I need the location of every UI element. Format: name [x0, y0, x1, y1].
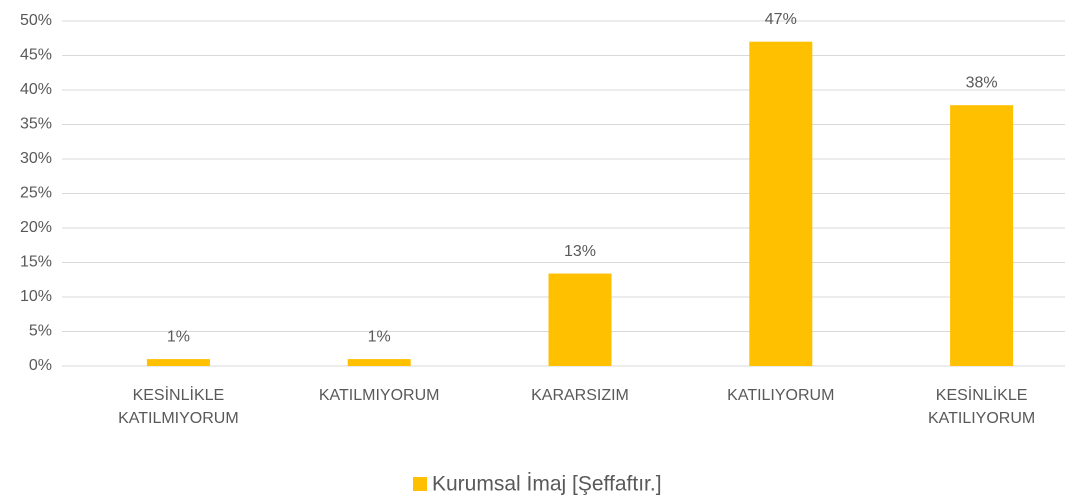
y-tick-label: 35% [20, 116, 52, 133]
x-tick-label: KESİNLİKLE KATILMIYORUM [118, 387, 239, 427]
legend-label: Kurumsal İmaj [Şeffaftır.] [432, 473, 662, 496]
y-tick-label: 15% [20, 254, 52, 271]
x-tick-label: KESİNLİKLE KATILIYORUM [927, 387, 1036, 427]
y-tick-label: 20% [20, 219, 52, 236]
value-label: 1% [167, 328, 190, 345]
x-tick-label: KARARSIZIM [531, 387, 629, 404]
y-tick-label: 40% [20, 81, 52, 98]
value-label: 47% [765, 11, 797, 28]
legend-swatch [413, 477, 427, 491]
bar [548, 273, 612, 366]
y-tick-label: 30% [20, 150, 52, 167]
value-label: 13% [564, 243, 596, 260]
y-tick-label: 0% [29, 357, 52, 374]
value-label: 1% [368, 328, 391, 345]
x-tick-label: KATILMIYORUM [318, 387, 440, 404]
bar [146, 359, 210, 366]
y-tick-label: 10% [20, 288, 52, 305]
y-tick-label: 25% [20, 185, 52, 202]
bar [347, 359, 411, 366]
bar [950, 105, 1014, 367]
y-tick-label: 45% [20, 47, 52, 64]
y-tick-label: 50% [20, 12, 52, 29]
y-tick-label: 5% [29, 323, 52, 340]
value-label: 38% [966, 74, 998, 91]
x-tick-label: KATILIYORUM [727, 387, 835, 404]
bar [749, 41, 813, 366]
